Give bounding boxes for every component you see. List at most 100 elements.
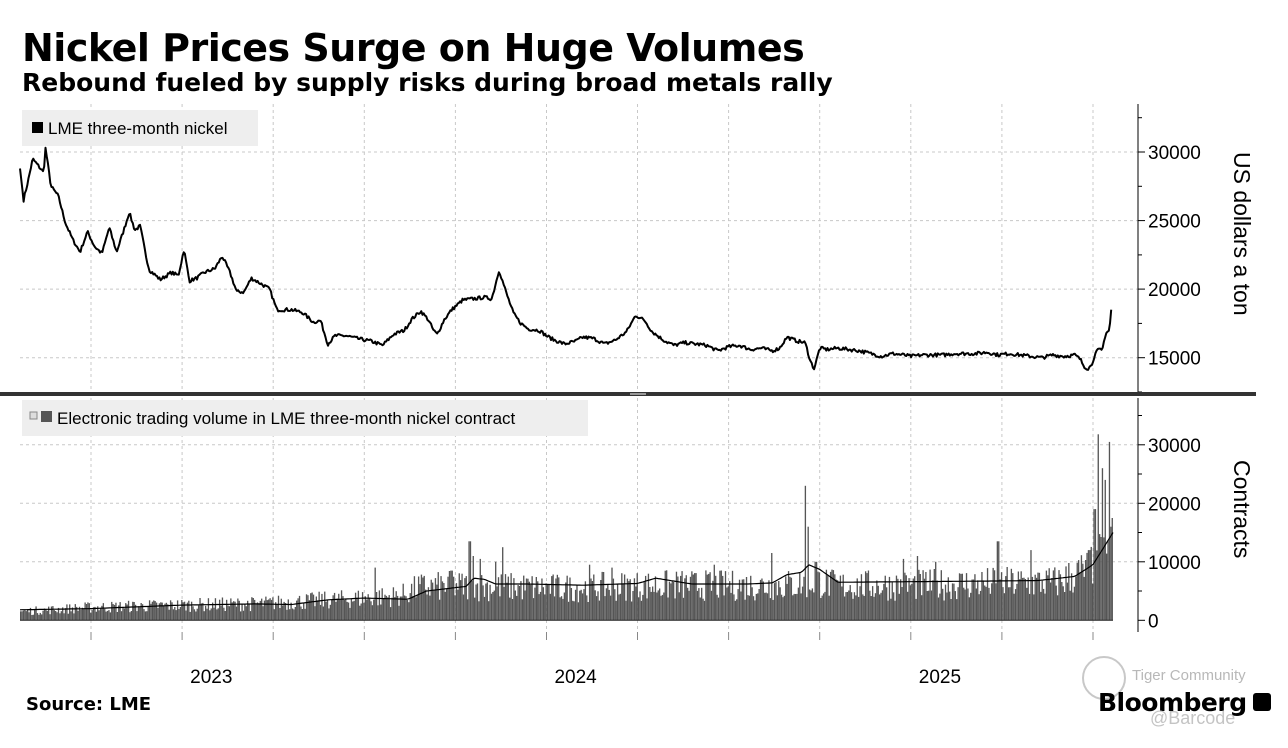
volume-bar <box>349 607 351 621</box>
volume-bar <box>1044 593 1046 621</box>
volume-bar <box>590 578 592 621</box>
volume-bar <box>956 599 958 621</box>
volume-bar <box>806 597 808 621</box>
volume-bar <box>199 598 201 621</box>
volume-bar <box>939 593 941 621</box>
volume-bar <box>817 571 819 621</box>
volume-bar <box>566 575 568 621</box>
volume-bar <box>492 592 494 621</box>
volume-bar <box>38 614 40 621</box>
volume-bar <box>963 587 965 621</box>
volume-bar <box>447 576 449 621</box>
volume-bar <box>401 596 403 621</box>
volume-bar <box>621 573 623 621</box>
volume-bar <box>573 601 575 621</box>
volume-bar <box>193 609 196 621</box>
volume-bar <box>1042 588 1045 621</box>
volume-bar <box>970 592 972 621</box>
volume-bar <box>1083 576 1085 621</box>
volume-axis-title: Contracts <box>1229 460 1255 558</box>
x-tick-label: 2025 <box>919 667 961 688</box>
volume-bar <box>213 607 215 621</box>
volume-bar <box>436 584 438 621</box>
volume-bar <box>328 608 330 621</box>
volume-bar <box>374 567 376 621</box>
volume-bar <box>174 607 176 621</box>
volume-bar <box>1013 593 1015 621</box>
axis-layer: 15000 20000 25000 30000 0 10000 20000 30000 2023… <box>0 104 1256 688</box>
volume-bar <box>77 610 79 621</box>
volume-bar <box>560 596 563 621</box>
volume-bar <box>926 591 928 621</box>
volume-bar <box>984 585 986 621</box>
price-panel <box>19 146 1113 371</box>
volume-bar <box>628 581 630 621</box>
volume-bar <box>357 590 360 621</box>
volume-bar <box>129 612 131 621</box>
volume-bar <box>988 587 990 621</box>
volume-bar <box>143 609 145 621</box>
volume-bar <box>157 607 159 621</box>
volume-bar <box>764 592 766 621</box>
volume-bar <box>773 583 776 621</box>
volume-bar <box>416 595 418 621</box>
volume-bar <box>717 597 720 621</box>
volume-bar <box>1056 595 1059 621</box>
volume-bar <box>848 590 850 621</box>
volume-bar <box>430 579 432 621</box>
volume-bar <box>440 576 442 621</box>
volume-bar <box>664 570 666 621</box>
volume-bar <box>595 596 598 621</box>
volume-bar <box>751 587 753 621</box>
volume-bar <box>681 571 683 621</box>
volume-bar <box>475 584 477 621</box>
volume-bar <box>154 601 156 621</box>
volume-bar <box>989 593 992 621</box>
volume-bar <box>161 602 163 621</box>
volume-bar <box>220 605 222 621</box>
volume-bar <box>70 611 72 621</box>
volume-bar <box>867 570 870 621</box>
volume-bar <box>744 599 746 621</box>
volume-bar <box>822 593 825 621</box>
volume-bar <box>1006 567 1008 621</box>
volume-bar <box>113 604 116 621</box>
volume-bar <box>308 600 310 621</box>
volume-bar <box>790 577 793 621</box>
volume-bar <box>478 601 480 621</box>
volume-bar <box>101 605 103 621</box>
volume-bar <box>937 597 940 621</box>
volume-bar <box>396 595 399 621</box>
panel-divider <box>0 392 1256 396</box>
volume-bar <box>232 601 235 621</box>
volume-bar <box>1103 537 1105 621</box>
volume-bar <box>500 574 502 621</box>
volume-bar <box>815 561 818 621</box>
volume-bar <box>282 605 284 621</box>
volume-bar <box>698 588 700 621</box>
volume-bar <box>74 604 76 621</box>
volume-bar <box>860 574 863 621</box>
volume-bar <box>609 595 612 621</box>
volume-bar <box>417 576 420 621</box>
volume-bar <box>1041 580 1043 621</box>
volume-bar <box>921 595 923 621</box>
volume-bar <box>153 600 155 621</box>
volume-bar <box>1061 582 1063 621</box>
volume-bar <box>904 572 906 621</box>
volume-bar <box>1062 586 1064 621</box>
volume-bar <box>467 599 469 621</box>
volume-bar <box>675 571 678 621</box>
volume-bar <box>716 594 718 621</box>
volume-bar <box>375 592 378 621</box>
volume-bar <box>28 612 30 621</box>
volume-bar <box>164 603 166 621</box>
volume-bar <box>188 600 190 621</box>
volume-bar <box>859 586 861 621</box>
volume-bar <box>643 581 645 621</box>
volume-bar <box>111 601 113 621</box>
volume-bar <box>579 590 581 621</box>
volume-bar <box>936 580 938 621</box>
volume-bar <box>126 604 128 621</box>
volume-bar <box>1052 570 1055 621</box>
